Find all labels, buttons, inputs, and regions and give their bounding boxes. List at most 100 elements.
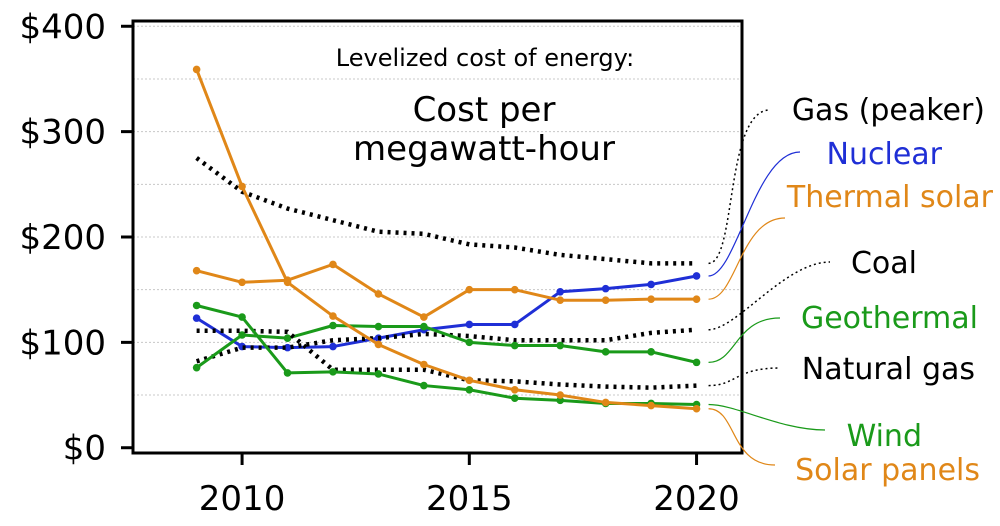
connector-gas-peaker	[708, 109, 771, 265]
data-point	[556, 391, 565, 399]
series-lines	[192, 65, 701, 413]
chart-title: Levelized cost of energy:	[336, 44, 634, 72]
data-point	[374, 340, 383, 349]
data-point	[329, 368, 337, 376]
series-label-gas-peaker: Gas (peaker)	[792, 93, 985, 128]
data-point	[692, 295, 701, 303]
connector-natural-gas	[708, 367, 781, 387]
chart-subtitle-line1: Cost per	[413, 90, 556, 130]
series-natural-gas	[196, 328, 697, 390]
series-nuclear	[192, 272, 701, 352]
gridlines	[133, 25, 742, 396]
series-thermal-solar	[192, 260, 701, 321]
data-point	[192, 301, 201, 310]
series-label-natural-gas: Natural gas	[802, 352, 975, 387]
data-point	[601, 296, 610, 305]
data-point	[692, 272, 701, 280]
data-point	[420, 381, 428, 390]
y-axis: $0 $100 $200 $300 $400	[19, 7, 133, 469]
connector-thermal-solar	[708, 217, 786, 300]
x-tick-label: 2020	[653, 479, 740, 519]
data-point	[420, 313, 428, 321]
series-line	[195, 324, 697, 369]
x-tick-label: 2010	[199, 479, 286, 519]
data-point	[465, 376, 474, 385]
series-wind	[192, 301, 701, 409]
connector-solar-panels	[708, 408, 776, 466]
data-point	[510, 285, 519, 294]
data-point	[692, 358, 701, 367]
data-point	[420, 322, 428, 331]
series-labels: Gas (peaker) Nuclear Thermal solar Coal Geot…	[708, 93, 994, 488]
data-point	[283, 369, 292, 377]
data-point	[601, 284, 610, 293]
data-point	[374, 322, 383, 331]
data-point	[647, 295, 655, 303]
data-point	[374, 290, 383, 298]
data-point	[556, 341, 565, 350]
data-point	[329, 260, 337, 269]
data-point	[238, 331, 246, 339]
data-point	[601, 348, 610, 356]
chart-subtitle-line2: megawatt-hour	[353, 129, 615, 169]
series-line	[196, 262, 697, 319]
data-point	[556, 396, 565, 405]
series-line	[195, 274, 697, 350]
x-axis: 2010 2015 2020	[199, 453, 740, 519]
data-point	[329, 342, 337, 351]
y-tick-label: $100	[19, 323, 106, 363]
data-point	[192, 363, 201, 372]
series-gas-peaker	[195, 156, 697, 266]
data-point	[510, 385, 519, 394]
data-point	[329, 312, 337, 320]
data-point	[465, 320, 474, 329]
connector-wind	[708, 403, 826, 431]
data-point	[692, 404, 701, 413]
series-line	[196, 328, 697, 390]
data-point	[192, 314, 201, 322]
y-tick-label: $400	[19, 7, 106, 47]
series-label-coal: Coal	[851, 246, 917, 281]
series-label-geothermal: Geothermal	[801, 301, 978, 336]
series-solar-panels	[192, 65, 701, 413]
data-point	[465, 338, 474, 347]
data-point	[283, 334, 292, 342]
data-point	[465, 385, 474, 394]
data-point	[238, 313, 246, 321]
series-geothermal	[192, 321, 701, 372]
y-tick-label: $200	[19, 218, 106, 258]
data-point	[556, 287, 565, 296]
series-label-nuclear: Nuclear	[827, 137, 943, 172]
series-line	[195, 68, 697, 411]
connector-nuclear	[708, 151, 801, 277]
connector-coal	[708, 261, 831, 331]
series-line	[196, 304, 697, 407]
series-line	[195, 156, 697, 266]
data-point	[647, 280, 655, 289]
data-point	[283, 343, 292, 352]
data-point	[556, 296, 565, 305]
data-point	[374, 370, 383, 378]
data-point	[420, 360, 428, 369]
data-point	[601, 398, 610, 407]
y-tick-label: $0	[63, 429, 106, 469]
series-label-solar-panels: Solar panels	[795, 453, 980, 488]
data-point	[329, 321, 337, 330]
y-tick-label: $300	[19, 113, 106, 153]
data-point	[465, 285, 474, 294]
series-label-thermal-solar: Thermal solar	[786, 180, 994, 215]
data-point	[510, 341, 519, 350]
data-point	[647, 401, 655, 410]
x-tick-label: 2015	[426, 479, 513, 519]
connector-geothermal	[708, 317, 781, 363]
data-point	[647, 348, 655, 356]
data-point	[192, 266, 201, 275]
data-point	[238, 182, 246, 191]
data-point	[238, 278, 246, 287]
data-point	[192, 65, 201, 74]
data-point	[510, 320, 519, 329]
data-point	[510, 394, 519, 403]
series-label-wind: Wind	[847, 419, 922, 454]
data-point	[283, 278, 292, 287]
